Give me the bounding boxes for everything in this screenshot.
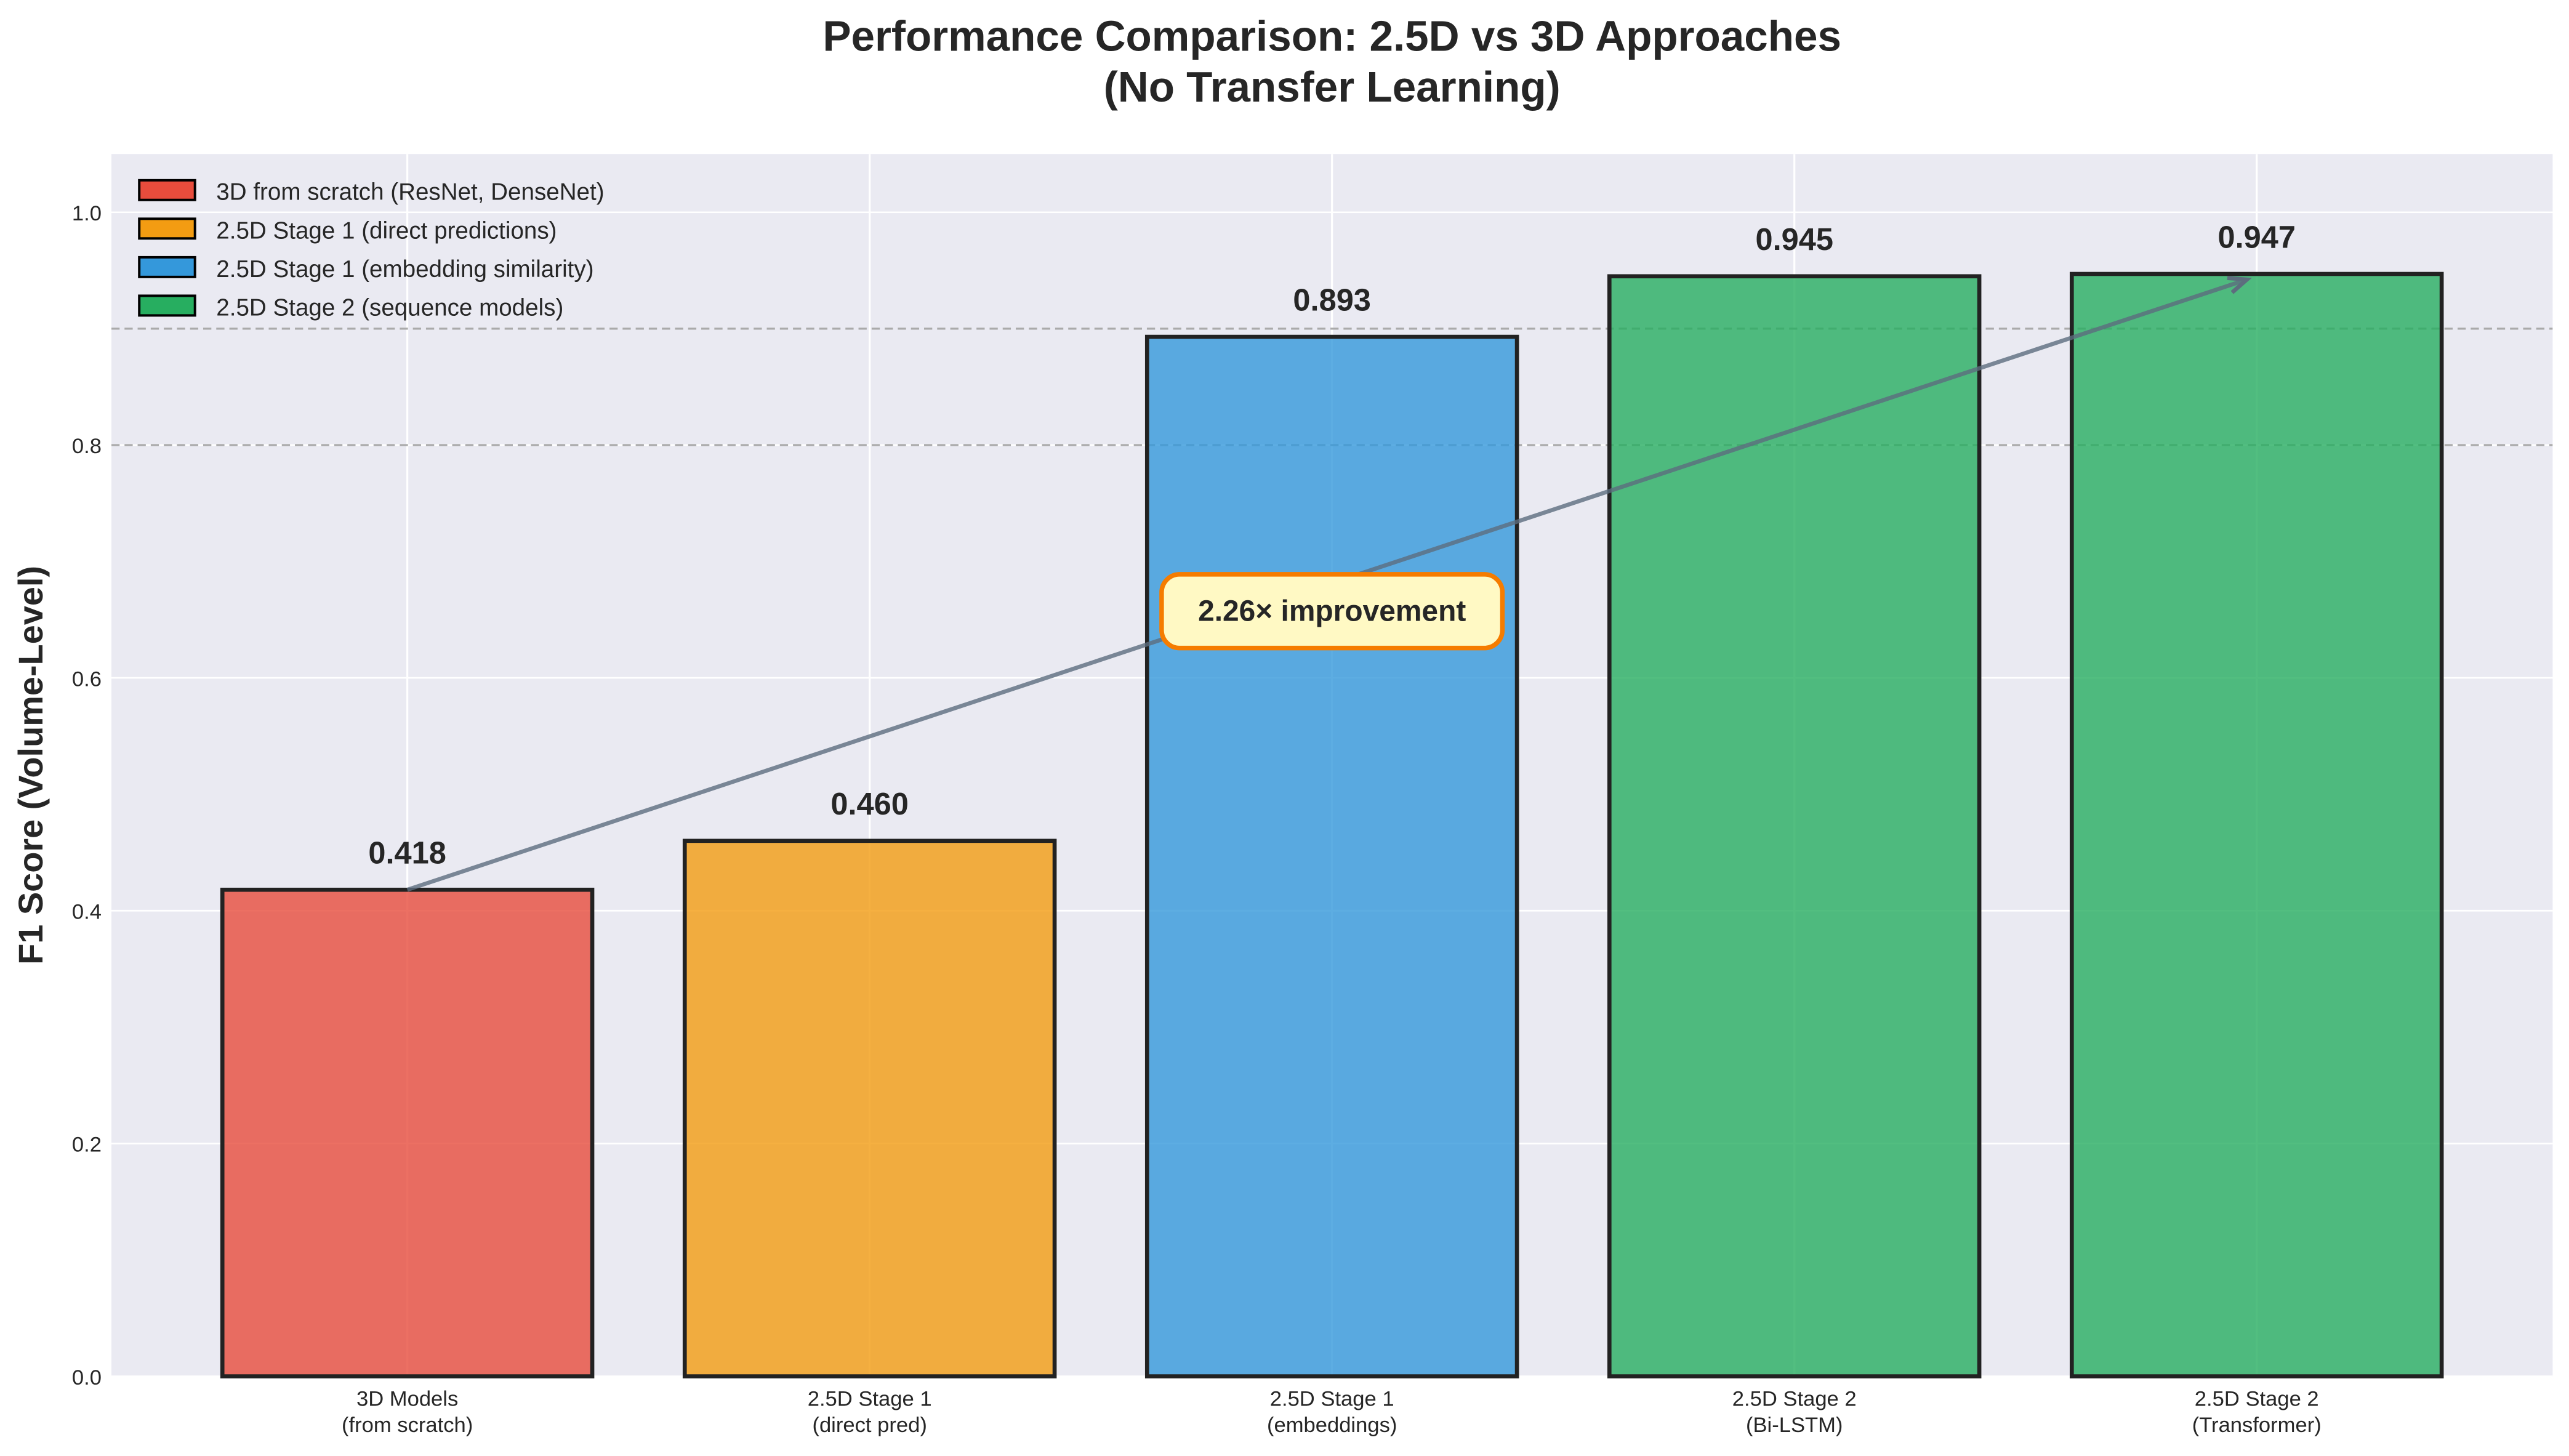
x-tick-label: (direct pred) [812, 1414, 927, 1437]
bar [220, 887, 595, 1378]
y-tick-label: 0.6 [72, 667, 102, 691]
legend-swatch [138, 179, 196, 201]
y-axis-ticks: 0.0 0.2 0.4 0.6 0.8 1.0 [72, 202, 102, 1390]
chart-title: Performance Comparison: 2.5D vs 3D Appro… [822, 12, 1841, 60]
bar-value-label: 0.418 [368, 835, 446, 871]
x-tick-label: (Bi-LSTM) [1746, 1414, 1843, 1437]
bar [682, 839, 1057, 1378]
value-labels: 0.418 0.460 0.893 0.945 0.947 [368, 219, 2296, 870]
legend-label: 2.5D Stage 1 (direct predictions) [216, 217, 557, 244]
legend-swatch [138, 294, 196, 317]
x-axis-ticks: 3D Models (from scratch) 2.5D Stage 1 (dire… [342, 1388, 2322, 1438]
y-tick-label: 0.0 [72, 1366, 102, 1390]
x-tick-label: (from scratch) [342, 1414, 473, 1437]
legend-label: 3D from scratch (ResNet, DenseNet) [216, 179, 604, 206]
chart-subtitle: (No Transfer Learning) [1104, 63, 1561, 111]
y-tick-label: 1.0 [72, 202, 102, 225]
x-tick-label: 3D Models [356, 1388, 458, 1411]
annotation-box [1159, 572, 1505, 651]
legend-swatch [138, 217, 196, 240]
legend-swatch [138, 255, 196, 278]
improvement-annotation: 2.26× improvement [1159, 572, 1505, 651]
legend: 3D from scratch (ResNet, DenseNet) 2.5D S… [138, 179, 605, 321]
bar-value-label: 0.947 [2217, 219, 2296, 254]
x-tick-label: (Transformer) [2192, 1414, 2322, 1437]
x-tick-label: 2.5D Stage 1 [808, 1388, 932, 1411]
arrow-head [2227, 276, 2252, 294]
bar [1144, 334, 1519, 1378]
legend-label: 2.5D Stage 2 (sequence models) [216, 294, 563, 321]
bar [2069, 271, 2444, 1378]
bar-value-label: 0.460 [830, 786, 908, 821]
x-tick-label: 2.5D Stage 1 [1270, 1388, 1394, 1411]
annotation-text: 2.26× improvement [1198, 595, 1466, 628]
y-tick-label: 0.2 [72, 1133, 102, 1157]
y-tick-label: 0.8 [72, 435, 102, 458]
bar [1607, 274, 1982, 1378]
bar-value-label: 0.893 [1293, 283, 1371, 318]
x-tick-label: 2.5D Stage 2 [2195, 1388, 2319, 1411]
legend-label: 2.5D Stage 1 (embedding similarity) [216, 256, 593, 283]
y-tick-label: 0.4 [72, 901, 102, 924]
y-axis-label: F1 Score (Volume-Level) [11, 566, 50, 965]
bar-value-label: 0.945 [1755, 222, 1833, 257]
x-tick-label: 2.5D Stage 2 [1732, 1388, 1857, 1411]
bars [220, 271, 2444, 1378]
x-tick-label: (embeddings) [1267, 1414, 1397, 1437]
